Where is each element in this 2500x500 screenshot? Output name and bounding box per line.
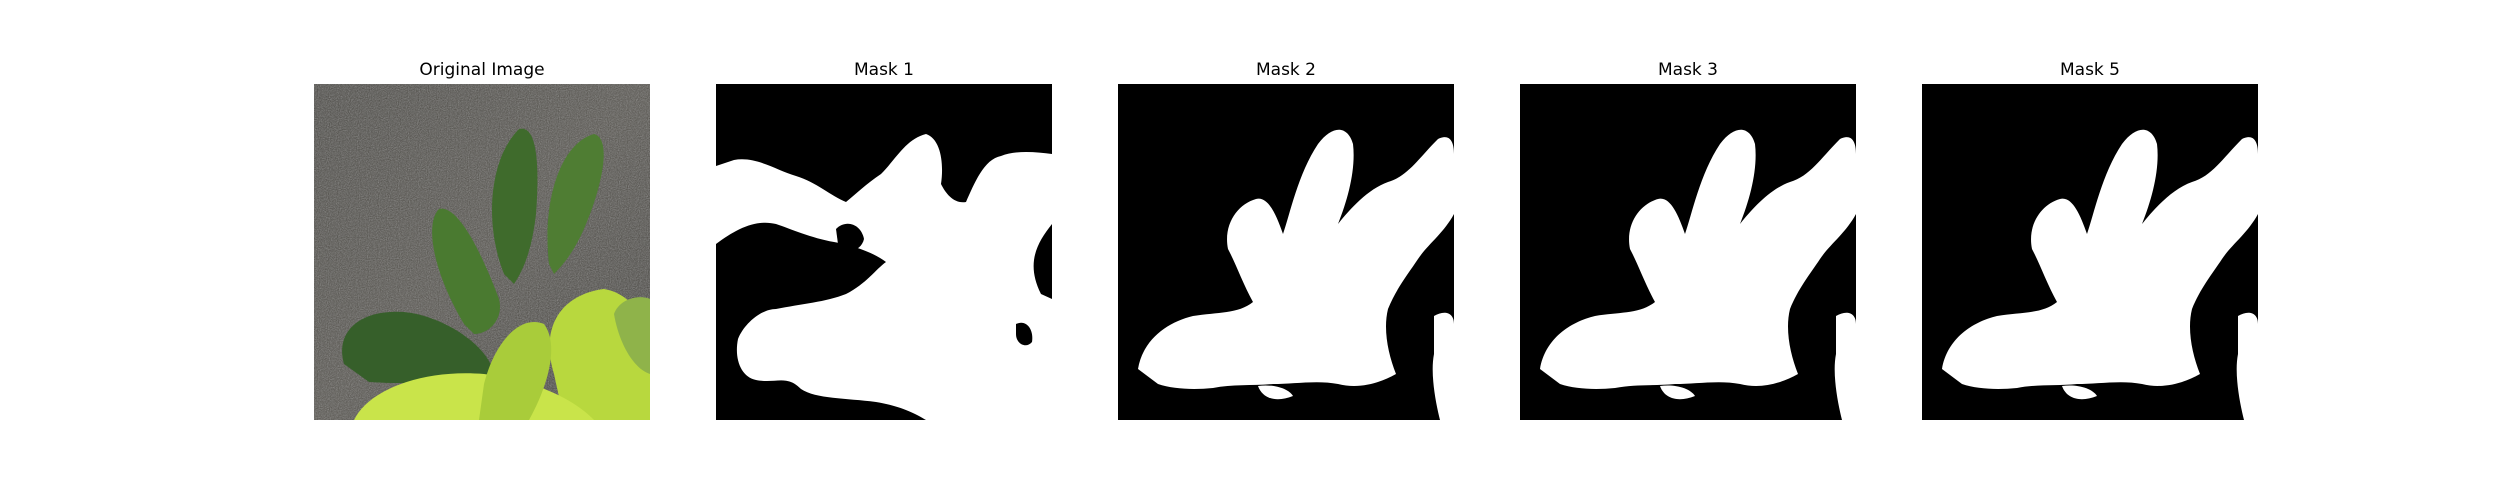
mask-5-image bbox=[1922, 84, 2258, 420]
mask-hole bbox=[836, 223, 864, 251]
panel-title: Mask 5 bbox=[2059, 60, 2120, 80]
mask-region bbox=[1138, 129, 1454, 389]
mask-blob bbox=[1660, 385, 1695, 400]
leaf-far-right bbox=[614, 297, 650, 374]
mask-region bbox=[1942, 129, 2258, 389]
leaf-upper-left bbox=[492, 128, 538, 284]
mask-region bbox=[1540, 129, 1856, 389]
mask-blob bbox=[2062, 385, 2097, 400]
leaf-lower-left bbox=[342, 311, 494, 384]
mask-blob bbox=[1258, 385, 1293, 400]
mask-region bbox=[716, 134, 1052, 420]
panel-title: Mask 3 bbox=[1657, 60, 1718, 80]
mask-2-image bbox=[1118, 84, 1454, 420]
mask-1-image bbox=[716, 84, 1052, 420]
original-image-panel: Original Image bbox=[314, 58, 650, 420]
original-image bbox=[314, 84, 650, 420]
mask-3-image bbox=[1520, 84, 1856, 420]
mask-blob bbox=[1327, 313, 1338, 329]
panel-title: Original Image bbox=[419, 60, 545, 80]
mask-blob bbox=[1834, 312, 1856, 420]
panel-title: Mask 1 bbox=[853, 60, 914, 80]
mask-blob bbox=[1729, 313, 1740, 329]
mask-3-panel: Mask 3 bbox=[1520, 58, 1856, 420]
mask-5-panel: Mask 5 bbox=[1922, 58, 2258, 420]
mask-blob bbox=[2131, 313, 2142, 329]
mask-1-panel: Mask 1 bbox=[716, 58, 1052, 420]
mask-hole bbox=[1016, 322, 1033, 346]
leaf-light-stem bbox=[479, 322, 552, 420]
mask-2-panel: Mask 2 bbox=[1118, 58, 1454, 420]
leaf-upper-right bbox=[547, 134, 604, 274]
leaf-middle bbox=[432, 208, 500, 334]
mask-blob bbox=[2236, 312, 2258, 420]
panel-title: Mask 2 bbox=[1255, 60, 1316, 80]
mask-blob bbox=[1432, 312, 1454, 420]
